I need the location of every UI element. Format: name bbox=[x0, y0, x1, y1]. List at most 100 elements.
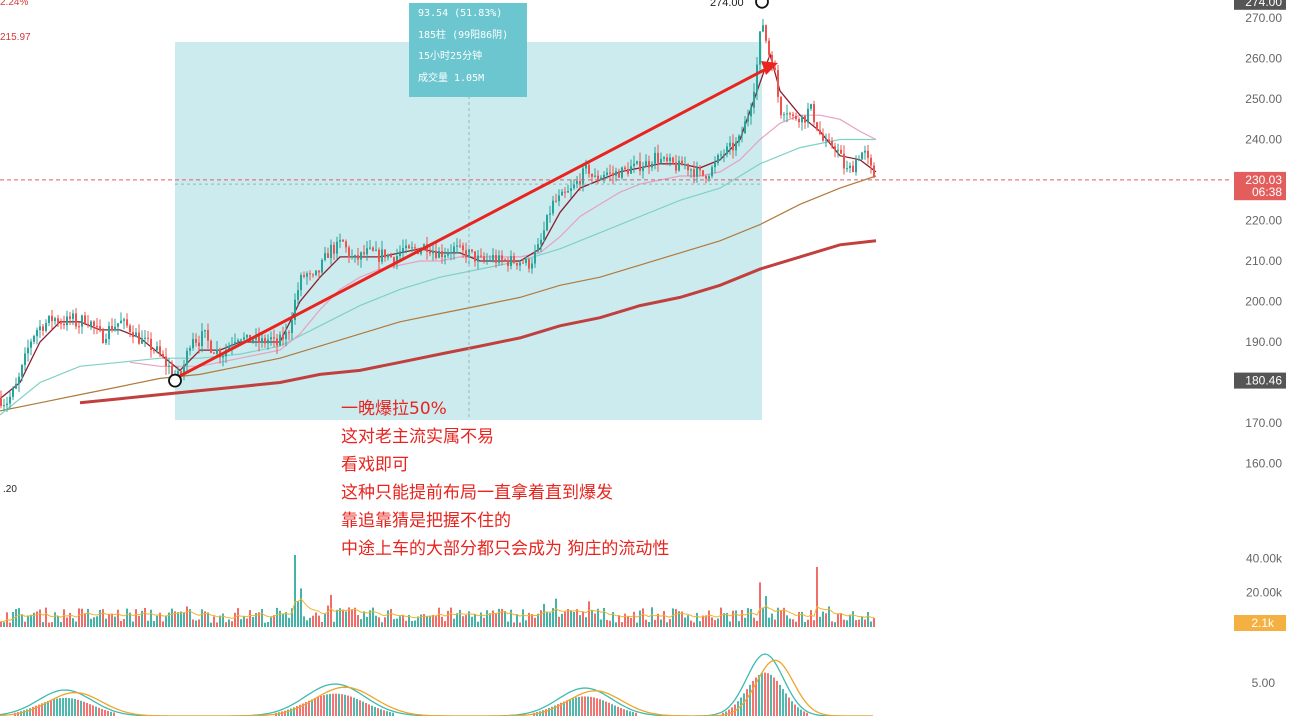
candle-body bbox=[654, 152, 656, 164]
candle-body bbox=[492, 255, 494, 260]
candle-body bbox=[30, 341, 32, 348]
candle-body bbox=[813, 104, 815, 123]
volume-bar bbox=[723, 613, 725, 627]
volume-bar bbox=[813, 620, 815, 627]
candle-body bbox=[624, 167, 626, 170]
candle-body bbox=[759, 31, 761, 65]
volume-bar bbox=[381, 622, 383, 627]
candle-body bbox=[708, 176, 710, 179]
candle-body bbox=[213, 352, 215, 354]
low-marker bbox=[168, 373, 182, 388]
candle-body bbox=[27, 347, 29, 354]
volume-bar bbox=[36, 611, 38, 627]
candle-body bbox=[321, 259, 323, 273]
volume-bar bbox=[528, 612, 530, 627]
indicator-bar bbox=[794, 704, 796, 716]
volume-bar bbox=[630, 618, 632, 627]
annotation-line: 看戏即可 bbox=[341, 455, 409, 475]
candle-body bbox=[618, 171, 620, 178]
candle-body bbox=[747, 116, 749, 122]
volume-bar bbox=[561, 613, 563, 627]
volume-bar bbox=[852, 611, 854, 627]
candle-body bbox=[537, 244, 539, 252]
volume-bar bbox=[165, 616, 167, 627]
indicator-bar bbox=[314, 698, 316, 716]
trend-arrow-head bbox=[761, 61, 778, 75]
volume-bar bbox=[714, 620, 716, 627]
candle-body bbox=[645, 161, 647, 167]
volume-bar bbox=[708, 610, 710, 627]
volume-bar bbox=[861, 616, 863, 627]
indicator-bar bbox=[362, 701, 364, 716]
volume-bar bbox=[213, 616, 215, 627]
indicator-bar bbox=[335, 693, 337, 716]
volume-bar bbox=[582, 611, 584, 627]
volume-bar bbox=[597, 608, 599, 627]
candle-body bbox=[330, 244, 332, 258]
volume-bar bbox=[444, 621, 446, 627]
candle-body bbox=[675, 162, 677, 171]
volume-bar bbox=[489, 613, 491, 627]
volume-bar bbox=[543, 603, 545, 627]
candle-body bbox=[261, 338, 263, 343]
candle-body bbox=[600, 177, 602, 180]
volume-bar bbox=[333, 621, 335, 627]
candle-body bbox=[714, 163, 716, 168]
volume-bar bbox=[513, 622, 515, 627]
volume-bar bbox=[768, 617, 770, 627]
candle-body bbox=[816, 122, 818, 130]
candle-body bbox=[750, 107, 752, 117]
volume-bar bbox=[678, 611, 680, 627]
trend-arrow-line bbox=[174, 66, 769, 380]
candle-body bbox=[171, 365, 173, 376]
candle-body bbox=[399, 251, 401, 256]
candle-body bbox=[240, 339, 242, 341]
indicator-bar bbox=[548, 708, 550, 716]
volume-bar bbox=[120, 621, 122, 627]
volume-bar bbox=[48, 622, 50, 627]
indicator-bar bbox=[743, 693, 745, 716]
candle-body bbox=[210, 340, 212, 353]
indicator-bar bbox=[776, 680, 778, 716]
volume-bar bbox=[495, 613, 497, 627]
volume-bar bbox=[369, 610, 371, 627]
volume-bar bbox=[564, 611, 566, 627]
volume-bar bbox=[327, 605, 329, 627]
candle-body bbox=[276, 338, 278, 346]
indicator-bar bbox=[590, 696, 592, 716]
indicator-bar bbox=[539, 711, 541, 716]
candle-body bbox=[90, 321, 92, 326]
volume-bar bbox=[510, 609, 512, 627]
volume-bar bbox=[177, 612, 179, 627]
volume-bar bbox=[30, 614, 32, 627]
volume-bar bbox=[201, 609, 203, 627]
candle-body bbox=[669, 157, 671, 162]
volume-bar bbox=[93, 617, 95, 627]
volume-bar bbox=[276, 607, 278, 627]
candle-body bbox=[546, 214, 548, 231]
candle-body bbox=[696, 167, 698, 177]
indicator-bar bbox=[317, 697, 319, 716]
volume-bar bbox=[618, 615, 620, 627]
candle-body bbox=[177, 371, 179, 376]
candle-body bbox=[648, 161, 650, 168]
candle-body bbox=[501, 255, 503, 260]
candle-body bbox=[543, 230, 545, 240]
volume-bar bbox=[204, 611, 206, 627]
volume-bar bbox=[651, 607, 653, 627]
indicator-bar bbox=[302, 703, 304, 716]
candle-body bbox=[306, 273, 308, 277]
volume-bar bbox=[135, 609, 137, 627]
candle-body bbox=[441, 251, 443, 258]
indicator-bar bbox=[104, 710, 106, 716]
indicator-bar bbox=[50, 700, 52, 716]
volume-bar bbox=[123, 619, 125, 627]
candle-body bbox=[183, 364, 185, 376]
indicator-bar bbox=[113, 712, 115, 716]
volume-bar bbox=[609, 620, 611, 627]
candle-body bbox=[318, 270, 320, 273]
indicator-bar bbox=[323, 695, 325, 716]
volume-bar bbox=[420, 614, 422, 627]
